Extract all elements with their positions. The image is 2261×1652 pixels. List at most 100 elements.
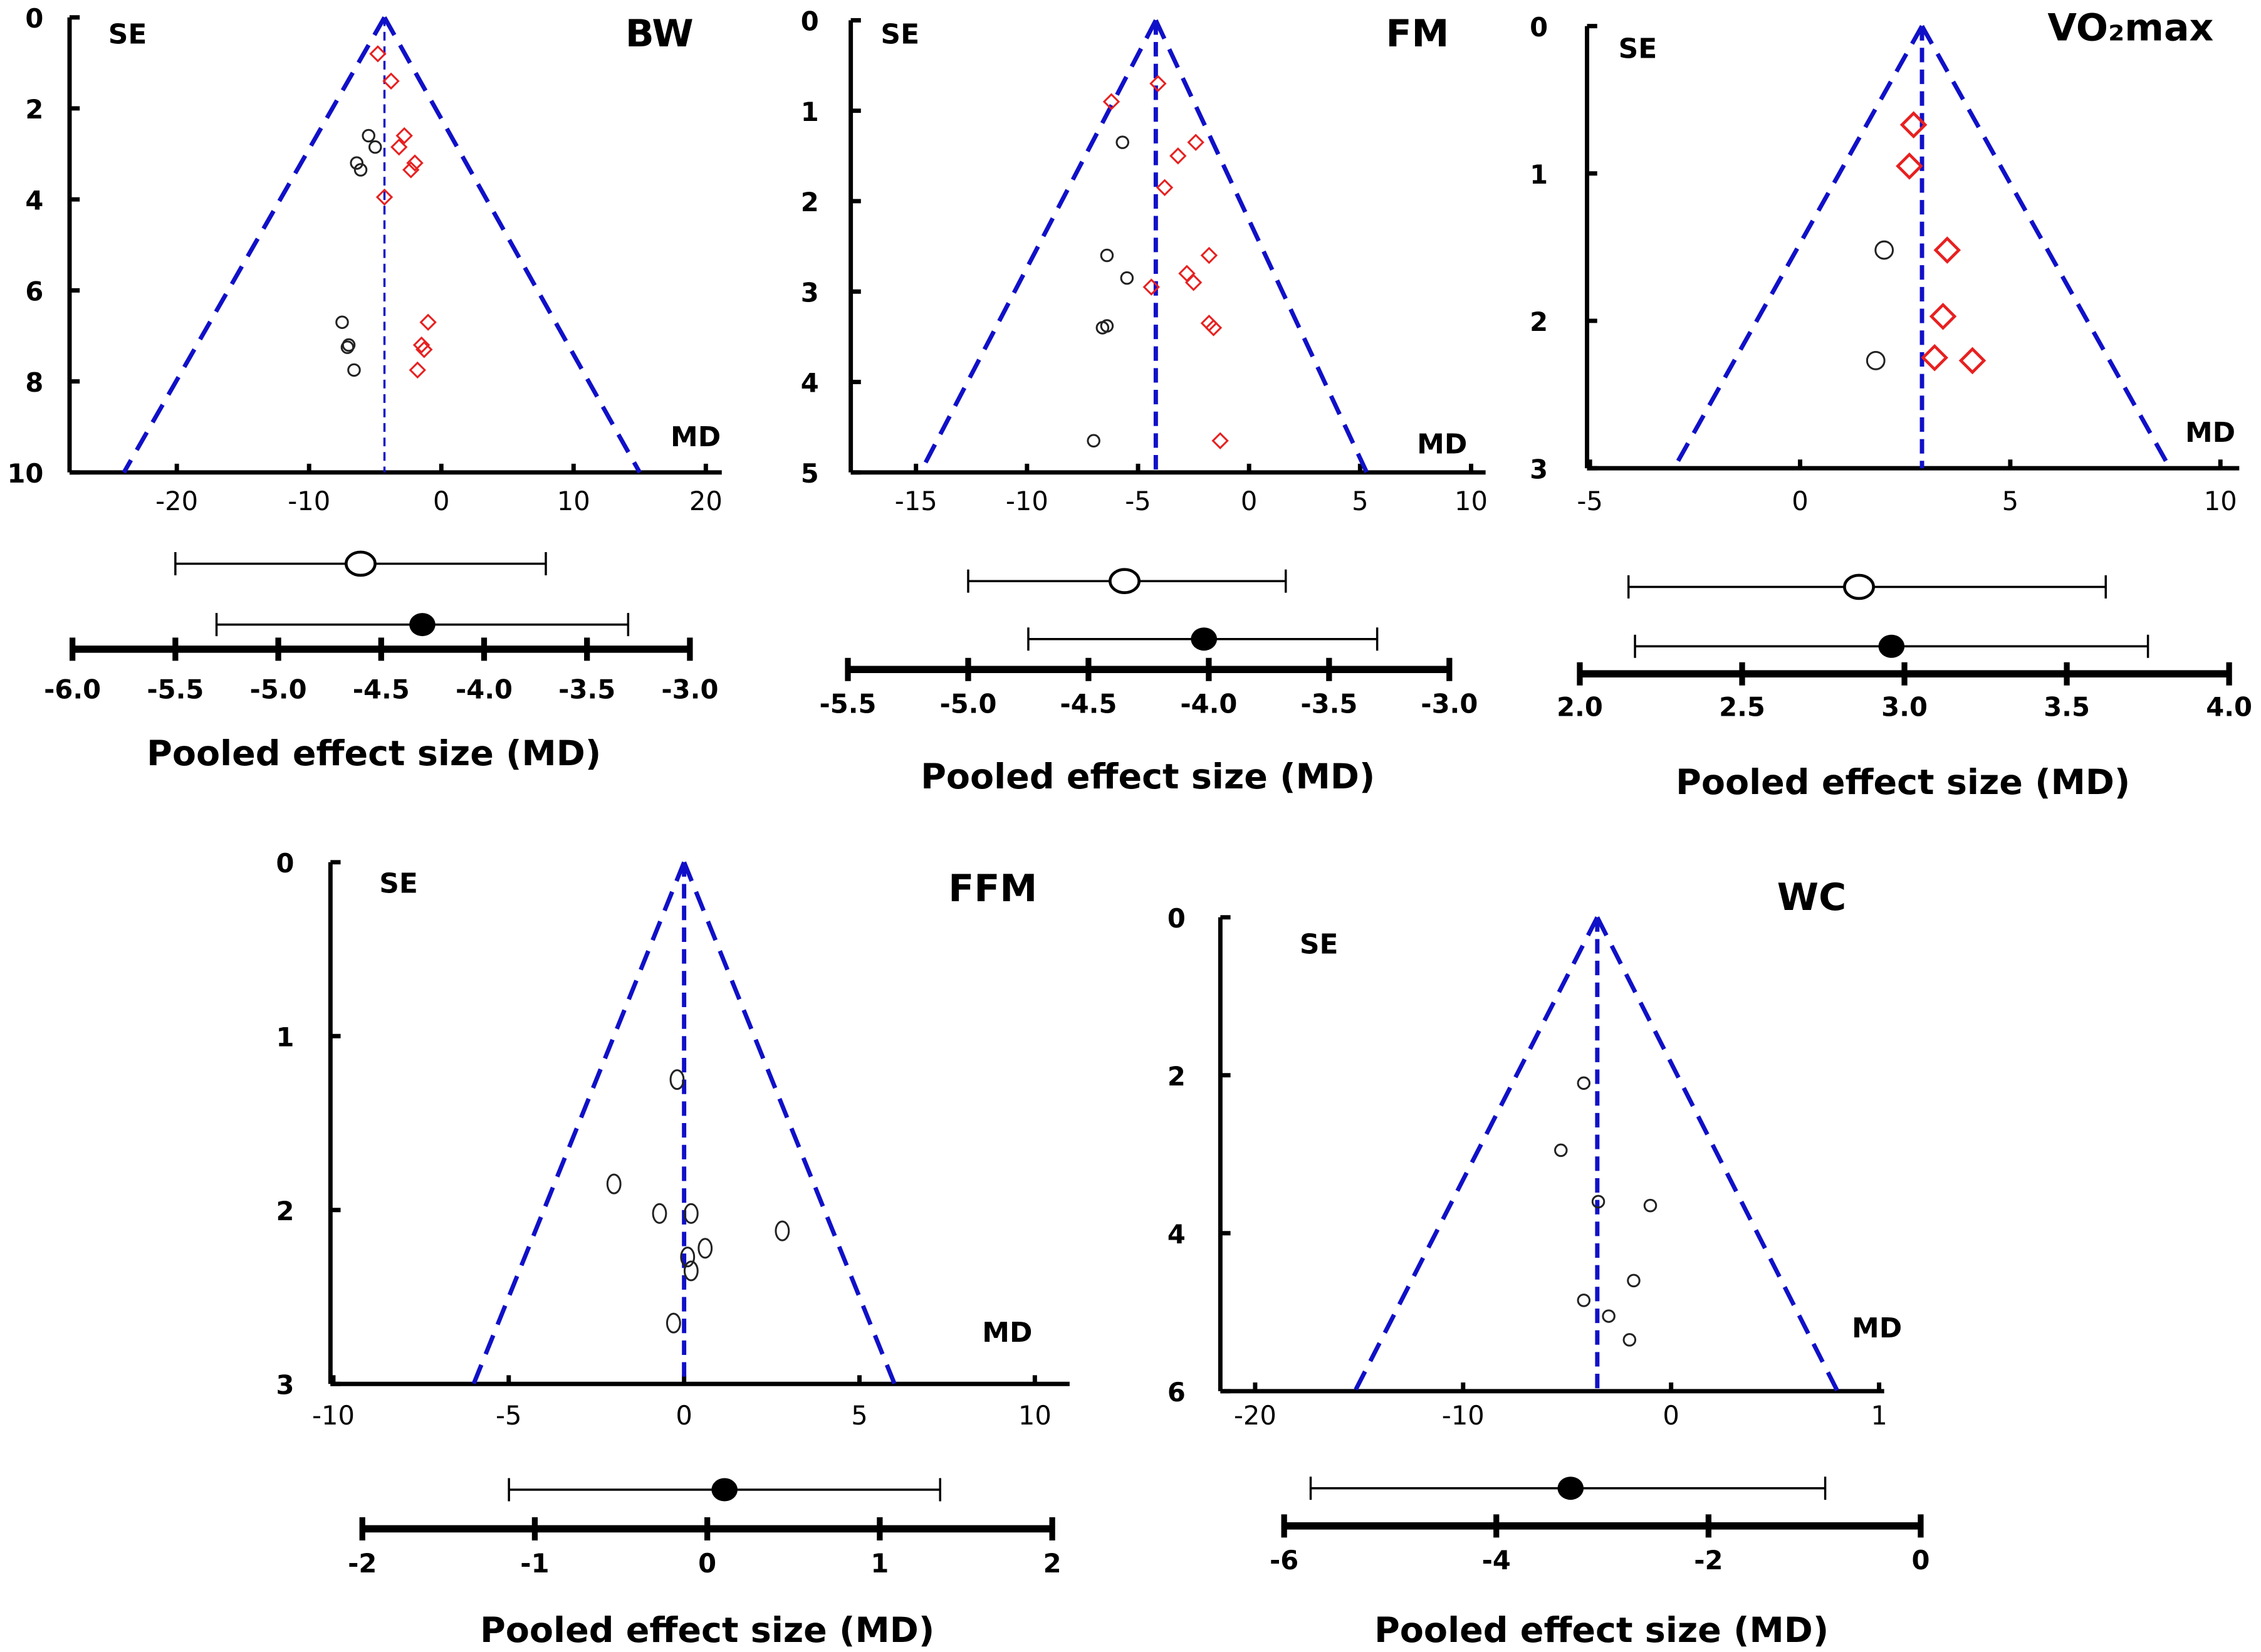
pooled-x-tick-label: 2 bbox=[1043, 1548, 1062, 1579]
x-tick-label: 10 bbox=[1018, 1400, 1052, 1431]
black-circle-point bbox=[669, 1069, 685, 1090]
x-tick-label: 0 bbox=[676, 1400, 692, 1431]
pooled-effect-size-label: Pooled effect size (MD) bbox=[921, 756, 1375, 797]
pooled-x-tick-label: -5.5 bbox=[147, 674, 204, 705]
pooled-x-tick-label: -3.0 bbox=[661, 674, 718, 705]
y-tick-label: 4 bbox=[25, 185, 43, 216]
x-tick-label: 10 bbox=[2204, 486, 2237, 516]
black-circle-point bbox=[697, 1238, 713, 1259]
y-tick-label: 3 bbox=[1530, 454, 1548, 484]
funnel-right-line bbox=[1154, 19, 1369, 474]
pooled-x-tick-label: -4.0 bbox=[1180, 689, 1237, 719]
black-circle-point bbox=[335, 315, 349, 329]
panel-title: FM bbox=[1386, 12, 1449, 56]
pooled-effect-size-label: Pooled effect size (MD) bbox=[147, 733, 601, 774]
pooled-x-tick-label: -5.0 bbox=[939, 689, 996, 719]
black-circle-point bbox=[1591, 1195, 1606, 1209]
pooled-x-tick-label: 1 bbox=[870, 1548, 889, 1579]
se-axis-label: SE bbox=[379, 867, 418, 899]
pooled-x-tick-label: 3.0 bbox=[1881, 691, 1928, 722]
black-circle-point bbox=[340, 340, 355, 354]
md-axis-label: MD bbox=[1417, 429, 1467, 461]
black-circle-point bbox=[1087, 434, 1100, 448]
black-circle-point bbox=[680, 1247, 696, 1268]
x-tick-label: 0 bbox=[1241, 486, 1257, 516]
pooled-x-tick-label: 2.0 bbox=[1557, 691, 1603, 722]
y-tick-label: 3 bbox=[276, 1369, 295, 1400]
black-circle-point bbox=[1554, 1143, 1568, 1158]
black-circle-point bbox=[683, 1260, 699, 1282]
funnel-right-line bbox=[682, 861, 897, 1385]
x-tick-label: -20 bbox=[155, 486, 198, 516]
black-circle-point bbox=[1577, 1294, 1591, 1307]
red-diamond-point bbox=[1142, 278, 1160, 296]
x-tick-label: 10 bbox=[1454, 486, 1488, 516]
y-tick-label: 1 bbox=[801, 97, 819, 127]
x-tick-label: -20 bbox=[1234, 1400, 1277, 1431]
pooled-x-tick-label: -2 bbox=[348, 1548, 377, 1579]
pooled-estimate-open-circle bbox=[1843, 573, 1875, 600]
md-axis-label: MD bbox=[671, 421, 721, 453]
md-axis-label: MD bbox=[1852, 1312, 1902, 1344]
funnel-left-line bbox=[1353, 916, 1599, 1393]
pooled-x-tick-label: -6 bbox=[1270, 1545, 1298, 1576]
red-diamond-point bbox=[1929, 303, 1957, 330]
black-circle-point bbox=[1602, 1309, 1616, 1323]
black-circle-point bbox=[652, 1203, 667, 1224]
red-diamond-point bbox=[1184, 274, 1203, 291]
funnel-right-line bbox=[1595, 916, 1840, 1393]
se-axis-label: SE bbox=[1300, 928, 1339, 960]
red-diamond-point bbox=[1149, 75, 1167, 93]
pooled-effect-size-label: Pooled effect size (MD) bbox=[1374, 1610, 1829, 1651]
pooled-x-tick-label: -6.0 bbox=[44, 674, 101, 705]
funnel-panel-bw: 0 2 4 6 8 10 -20 -10 0 10 20 BW SE MD -6.0 -5.5 -5.0 -4.5… bbox=[7, 3, 722, 774]
red-diamond-point bbox=[1933, 236, 1961, 264]
red-diamond-point bbox=[390, 138, 408, 156]
red-diamond-point bbox=[412, 336, 431, 354]
red-diamond-point bbox=[419, 313, 437, 331]
se-axis-label: SE bbox=[108, 18, 147, 50]
y-tick-label: 4 bbox=[801, 368, 819, 399]
panel-title: VO₂max bbox=[2047, 6, 2213, 50]
pooled-x-tick-label: -3.5 bbox=[558, 674, 615, 705]
red-diamond-point bbox=[1899, 111, 1928, 139]
black-circle-point bbox=[1643, 1198, 1658, 1213]
funnel-panel-vomax: 0 1 2 3 -5 0 5 10 VO₂max SE MD 2.0 2.5 3.0 3.5 4.0 Poole… bbox=[1530, 6, 2252, 803]
black-circle-point bbox=[362, 128, 375, 143]
black-circle-point bbox=[350, 156, 363, 170]
pooled-x-tick-label: -4.0 bbox=[456, 674, 513, 705]
pooled-x-tick-label: -1 bbox=[520, 1548, 549, 1579]
pooled-x-tick-label: 3.5 bbox=[2044, 691, 2090, 722]
red-diamond-point bbox=[409, 361, 426, 379]
md-axis-label: MD bbox=[2185, 417, 2235, 449]
md-axis-label: MD bbox=[982, 1317, 1032, 1349]
red-diamond-point bbox=[1187, 133, 1204, 151]
x-tick-label: 1 bbox=[1871, 1400, 1887, 1431]
pooled-x-tick-label: -4.5 bbox=[353, 674, 410, 705]
y-tick-label: 1 bbox=[1530, 159, 1548, 190]
pooled-effect-size-label: Pooled effect size (MD) bbox=[480, 1610, 934, 1651]
black-circle-point bbox=[1874, 240, 1894, 260]
y-tick-label: 2 bbox=[1167, 1061, 1186, 1092]
y-tick-label: 1 bbox=[276, 1022, 295, 1052]
y-tick-label: 2 bbox=[276, 1196, 295, 1226]
red-diamond-point bbox=[415, 341, 433, 358]
black-circle-point bbox=[683, 1203, 699, 1224]
pooled-effect-size-label: Pooled effect size (MD) bbox=[1676, 762, 2130, 803]
red-diamond-point bbox=[382, 72, 400, 90]
red-diamond-point bbox=[375, 188, 394, 206]
red-diamond-point bbox=[1211, 432, 1229, 449]
pooled-estimate-filled-circle bbox=[1878, 634, 1905, 658]
panel-title: FFM bbox=[948, 867, 1037, 911]
red-diamond-point bbox=[369, 45, 387, 63]
pooled-estimate-filled-circle bbox=[409, 613, 436, 637]
pooled-x-tick-label: -4.5 bbox=[1060, 689, 1117, 719]
pooled-x-tick-label: 4.0 bbox=[2206, 691, 2252, 722]
pooled-x-tick-label: -3.5 bbox=[1300, 689, 1357, 719]
red-diamond-point bbox=[1958, 347, 1987, 375]
x-tick-label: 10 bbox=[557, 486, 590, 516]
y-tick-label: 0 bbox=[1530, 12, 1548, 43]
red-diamond-point bbox=[402, 161, 420, 179]
y-tick-label: 8 bbox=[25, 367, 43, 398]
red-diamond-point bbox=[1156, 179, 1174, 196]
